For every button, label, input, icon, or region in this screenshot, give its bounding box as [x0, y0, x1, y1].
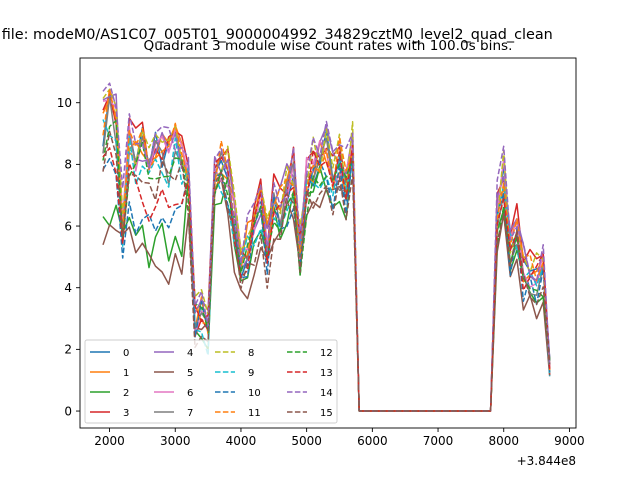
legend-label-10: 10 [248, 388, 261, 399]
legend-label-12: 12 [320, 348, 333, 359]
legend-label-11: 11 [248, 408, 261, 419]
legend-frame [84, 339, 338, 424]
legend-label-1: 1 [123, 368, 129, 379]
x-tick-label: 4000 [226, 434, 257, 448]
series-line-13 [102, 144, 551, 412]
x-tick-label: 7000 [423, 434, 454, 448]
chart-title: Quadrant 3 module wise count rates with … [144, 38, 513, 54]
legend-label-0: 0 [123, 348, 129, 359]
series-line-14 [102, 82, 551, 412]
legend-label-13: 13 [320, 368, 333, 379]
legend-label-5: 5 [187, 368, 193, 379]
x-axis: 2000 3000 4000 5000 6000 7000 8000 9000 [94, 428, 585, 448]
y-tick-label: 6 [64, 219, 72, 233]
legend-label-6: 6 [187, 388, 193, 399]
legend-label-2: 2 [123, 388, 129, 399]
y-tick-label: 0 [64, 404, 72, 418]
y-axis: 0 2 4 6 8 10 [57, 96, 80, 418]
x-tick-label: 3000 [160, 434, 191, 448]
series-line-10 [102, 155, 551, 412]
x-offset-label: +3.844e8 [517, 454, 576, 468]
x-tick-label: 6000 [357, 434, 388, 448]
legend-label-15: 15 [320, 408, 333, 419]
legend-label-3: 3 [123, 408, 129, 419]
legend-label-8: 8 [248, 348, 254, 359]
legend-label-14: 14 [320, 388, 333, 399]
x-tick-label: 5000 [291, 434, 322, 448]
x-tick-label: 2000 [94, 434, 125, 448]
y-tick-label: 10 [57, 96, 72, 110]
legend-label-7: 7 [187, 408, 193, 419]
legend-label-9: 9 [248, 368, 254, 379]
figure-suptitle: n file: modeM0/AS1C07_005T01_9000004992_… [0, 27, 553, 43]
y-tick-label: 4 [64, 281, 72, 295]
y-tick-label: 8 [64, 158, 72, 172]
legend-label-4: 4 [187, 348, 193, 359]
x-tick-label: 8000 [488, 434, 519, 448]
series-lines [102, 82, 551, 412]
plot-frame [79, 57, 577, 429]
y-tick-label: 2 [64, 343, 72, 357]
x-tick-label: 9000 [554, 434, 585, 448]
